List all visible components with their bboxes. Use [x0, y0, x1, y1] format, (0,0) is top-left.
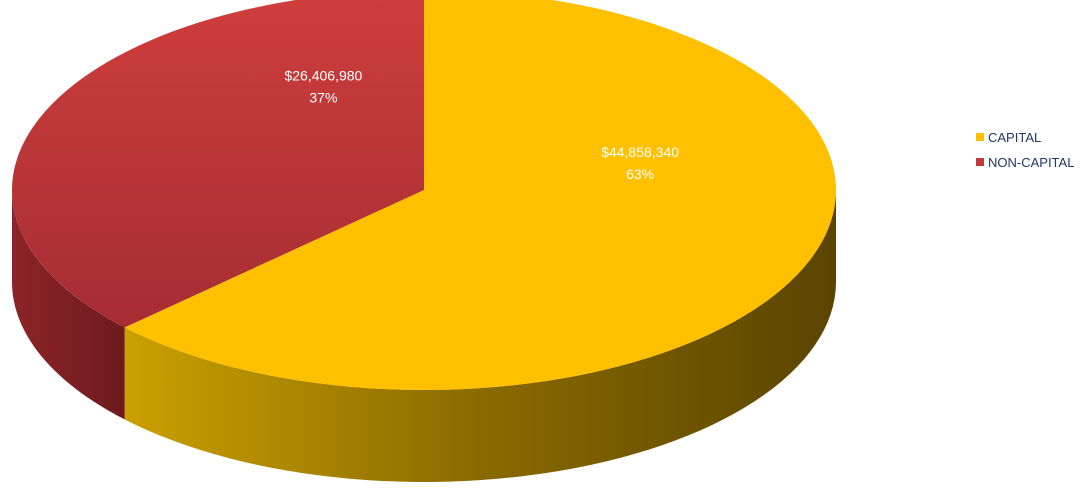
data-label-value-non-capital: $26,406,980 [284, 67, 362, 83]
legend-label-non-capital: NON-CAPITAL [988, 154, 1075, 170]
data-label-percent-non-capital: 37% [309, 89, 337, 105]
data-label-percent-capital: 63% [626, 166, 654, 182]
legend-item-non-capital[interactable]: NON-CAPITAL [976, 151, 1074, 173]
legend: CAPITAL NON-CAPITAL [976, 126, 1074, 176]
legend-swatch-capital [976, 133, 984, 141]
data-label-value-capital: $44,858,340 [601, 144, 679, 160]
pie-slice-non-capital[interactable] [12, 0, 424, 328]
pie-slice-capital[interactable] [124, 0, 836, 390]
legend-item-capital[interactable]: CAPITAL [976, 126, 1074, 148]
pie-side-capital [124, 190, 836, 482]
legend-swatch-non-capital [976, 158, 984, 166]
pie-side-non-capital [12, 190, 125, 420]
legend-label-capital: CAPITAL [988, 129, 1042, 145]
